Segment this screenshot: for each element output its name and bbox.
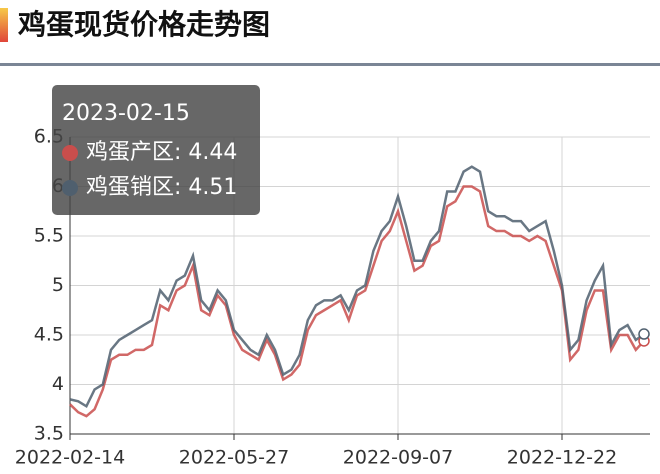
x-tick-label: 2022-09-07 — [343, 447, 453, 469]
tooltip-text: : — [174, 175, 188, 200]
x-tick-label: 2022-02-14 — [15, 447, 125, 469]
title-icon — [0, 8, 8, 42]
plot — [69, 165, 650, 418]
chart-title: 鸡蛋现货价格走势图 — [17, 8, 270, 41]
tooltip-row: 鸡蛋产区: 4.44 — [86, 140, 237, 165]
tooltip-row: 鸡蛋销区: 4.51 — [86, 175, 237, 200]
series-line — [69, 185, 645, 418]
x-tick-label: 2022-12-22 — [507, 447, 617, 469]
tooltip-text: 鸡蛋销区 — [86, 175, 174, 200]
title-rule — [0, 63, 660, 66]
y-tick-label: 5.5 — [34, 225, 64, 247]
y-tick-label: 3.5 — [34, 423, 64, 445]
tooltip-dot — [62, 145, 78, 161]
tooltip-text: 4.44 — [188, 140, 237, 165]
tooltip-text: 鸡蛋产区 — [86, 140, 174, 165]
tooltip-box — [52, 85, 260, 215]
tooltip-title: 2023-02-15 — [62, 101, 190, 126]
tooltip: 2023-02-15 鸡蛋产区: 4.44 鸡蛋销区: 4.51 — [52, 85, 260, 215]
tooltip-text: : — [174, 140, 188, 165]
y-tick-label: 4.5 — [34, 324, 64, 346]
tooltip-text: 4.51 — [188, 175, 237, 200]
x-tick-label: 2022-05-27 — [179, 447, 289, 469]
series-line — [69, 165, 645, 409]
hover-point — [638, 328, 650, 340]
tooltip-dot — [62, 180, 78, 196]
y-tick-label: 4 — [52, 373, 64, 395]
y-tick-label: 5 — [52, 274, 64, 296]
